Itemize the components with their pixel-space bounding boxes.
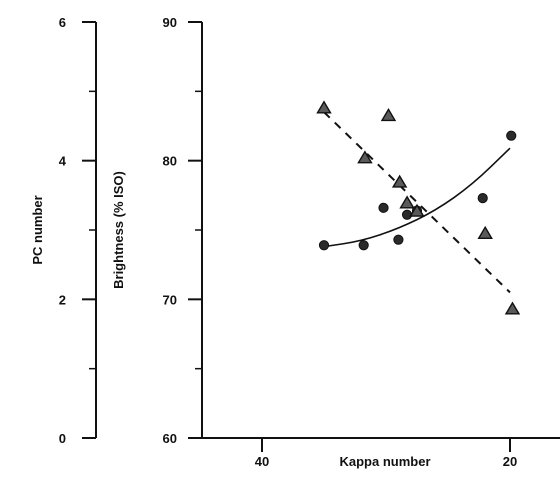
- data-markers: [316, 100, 521, 315]
- brightness-axis-title: Brightness (% ISO): [111, 171, 126, 289]
- brightness-point: [358, 240, 369, 251]
- pc-tick-label: 4: [59, 154, 67, 169]
- brightness-tick-label: 70: [163, 292, 177, 307]
- pc-number-point: [316, 100, 332, 114]
- pc-number-point: [391, 174, 408, 188]
- pc-number-point: [504, 301, 521, 315]
- pc-number-point: [380, 108, 397, 122]
- pc-axis-title: PC number: [30, 195, 45, 264]
- brightness-point: [401, 209, 413, 220]
- kappa-axis: 40 20 Kappa number: [202, 437, 560, 469]
- pc-number-point: [409, 203, 425, 217]
- pc-tick-label: 2: [59, 292, 66, 307]
- brightness-point: [393, 234, 404, 245]
- pc-ticks: 0 2 4 6: [59, 15, 96, 446]
- brightness-axis: 60 70 80 90 Brightness (% ISO): [111, 15, 203, 446]
- brightness-point: [378, 202, 389, 213]
- kappa-ticks: 40 20: [255, 438, 517, 469]
- brightness-point: [318, 240, 330, 251]
- brightness-ticks: 60 70 80 90: [163, 15, 202, 446]
- kappa-axis-title: Kappa number: [339, 454, 430, 469]
- kappa-tick-label: 20: [503, 454, 517, 469]
- pc-tick-label: 0: [59, 431, 66, 446]
- pc-number-point: [357, 150, 373, 164]
- brightness-tick-label: 60: [163, 431, 177, 446]
- kappa-tick-label: 40: [255, 454, 269, 469]
- pc-axis: 0 2 4 6 PC number: [30, 15, 97, 446]
- pc-number-point: [477, 225, 493, 239]
- brightness-trend-curve: [323, 147, 511, 248]
- brightness-tick-label: 80: [163, 154, 177, 169]
- brightness-point: [477, 193, 488, 204]
- pc-tick-label: 6: [59, 15, 66, 30]
- brightness-point: [506, 130, 517, 141]
- trendlines: [323, 111, 511, 294]
- pc-trend-line: [323, 111, 511, 294]
- brightness-tick-label: 90: [163, 15, 177, 30]
- pc-number-point: [399, 195, 415, 209]
